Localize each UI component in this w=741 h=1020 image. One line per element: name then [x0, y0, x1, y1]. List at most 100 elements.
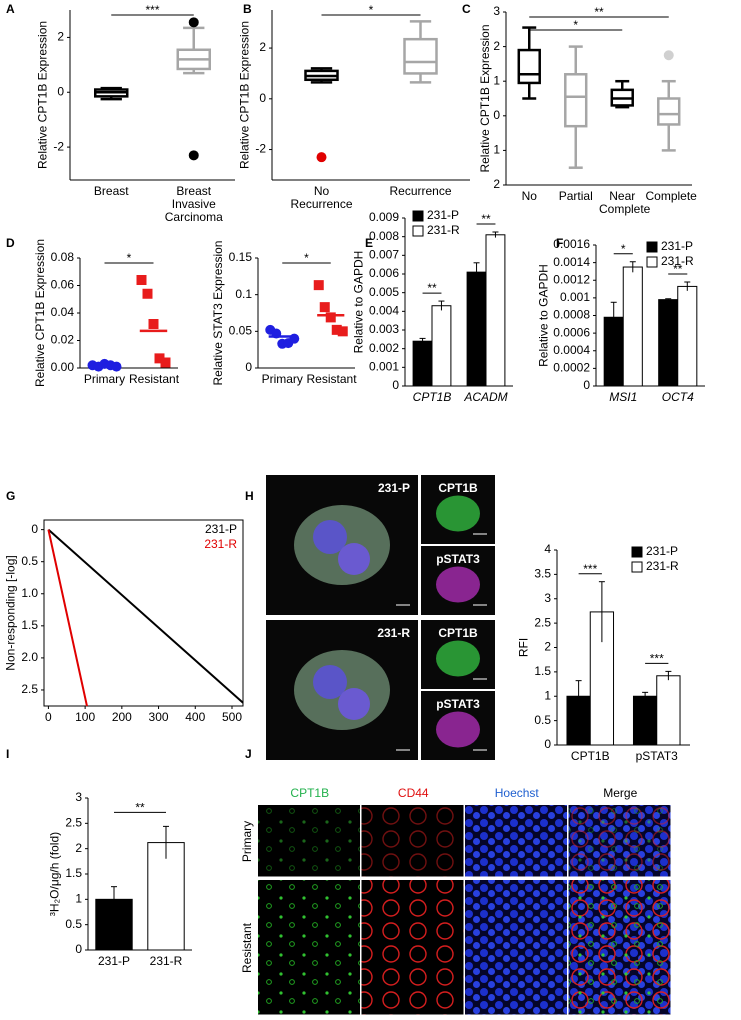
- nucleus: [313, 520, 347, 554]
- panel-letter: H: [245, 489, 254, 503]
- y-tick-label: 2.5: [534, 615, 551, 629]
- y-tick-label: 0: [245, 360, 252, 374]
- x-tick-label: Primary: [261, 372, 303, 386]
- y-tick-label: 2: [259, 40, 266, 54]
- significance-label: **: [673, 262, 683, 276]
- y-tick-label: 0.006: [369, 266, 399, 280]
- panel-letter: D: [6, 236, 15, 250]
- y-tick-label: 4: [544, 542, 551, 556]
- stain: [361, 880, 464, 1015]
- bar: [412, 340, 433, 387]
- x-tick-label: 0: [45, 710, 52, 724]
- x-tick-label: ACADM: [464, 390, 508, 404]
- significance-label: ***: [145, 3, 159, 17]
- legend-label: 231-P: [427, 208, 459, 222]
- x-tick-label: 200: [112, 710, 132, 724]
- stain: [361, 805, 464, 877]
- y-tick-label: 0: [31, 522, 38, 536]
- y-tick-label: 0.001: [369, 360, 399, 374]
- y-tick-label: -2: [53, 139, 64, 153]
- box: [517, 48, 541, 85]
- x-tick-label: Complete: [645, 189, 697, 203]
- y-tick-label: 0.002: [369, 341, 399, 355]
- column-label: CD44: [398, 786, 429, 800]
- bar: [656, 675, 681, 746]
- y-axis-label: Relative CPT1B Expression: [478, 24, 492, 172]
- cell-stain: [436, 640, 480, 677]
- panel-letter: I: [6, 747, 9, 761]
- point: [331, 324, 342, 335]
- y-axis-label: ³H₂O/μg/h (fold): [47, 832, 61, 916]
- image-label: 231-P: [378, 481, 410, 495]
- legend-label: 231-P: [661, 239, 693, 253]
- y-tick-label: 0.0006: [553, 325, 590, 339]
- x-tick-label: 231-P: [97, 954, 131, 968]
- x-tick-label: MSI1: [609, 390, 638, 404]
- y-tick-label: 0.5: [65, 917, 82, 931]
- y-axis-label: Relative CPT1B Expression: [238, 21, 252, 169]
- y-tick-label: 0: [493, 108, 500, 122]
- x-tick-label: Breast: [93, 184, 129, 198]
- x-tick-label: Recurrence: [389, 184, 452, 198]
- y-tick-label: 0.007: [369, 248, 399, 262]
- panel-letter: E: [365, 236, 373, 250]
- y-tick-label: 0.004: [369, 304, 399, 318]
- x-tick-label: No: [521, 189, 537, 203]
- bar: [431, 305, 452, 387]
- y-axis-label: Relative CPT1B Expression: [36, 21, 50, 169]
- bar: [677, 285, 698, 387]
- x-tick-label: Partial: [558, 189, 593, 203]
- legend-label: 231-R: [427, 223, 460, 237]
- y-tick-label: 2: [493, 39, 500, 53]
- box: [564, 73, 588, 128]
- y-tick-label: 0.02: [51, 333, 75, 347]
- legend-label: 231-R: [661, 254, 694, 268]
- y-tick-label: 0.00: [51, 360, 75, 374]
- x-tick-label: 400: [185, 710, 205, 724]
- point: [160, 357, 171, 368]
- significance-label: *: [304, 251, 309, 265]
- legend-swatch: [412, 225, 424, 237]
- column-label: Hoechst: [495, 786, 540, 800]
- legend-label: 231-P: [205, 522, 237, 536]
- point: [289, 333, 300, 344]
- y-tick-label: 0.0004: [553, 343, 590, 357]
- y-tick-label: 2.5: [65, 816, 82, 830]
- x-tick-label: Near Complete: [599, 189, 651, 216]
- significance-label: **: [481, 212, 491, 226]
- outlier: [188, 17, 199, 28]
- y-tick-label: 0.5: [21, 554, 38, 568]
- significance-label: *: [369, 3, 374, 17]
- y-axis-label: Relative to GAPDH: [352, 251, 366, 354]
- x-tick-label: OCT4: [661, 390, 694, 404]
- line: [47, 528, 244, 704]
- y-tick-label: 0: [75, 942, 82, 956]
- significance-label: *: [573, 18, 578, 32]
- y-tick-label: 0.009: [369, 210, 399, 224]
- box: [657, 97, 681, 126]
- y-axis-label: RFI: [516, 638, 530, 657]
- box: [403, 37, 438, 75]
- x-tick-label: Breast Invasive Carcinoma: [164, 184, 223, 224]
- y-tick-label: 0.001: [560, 290, 590, 304]
- legend-swatch: [631, 561, 643, 573]
- stain: [465, 805, 567, 877]
- point: [154, 353, 165, 364]
- x-tick-label: 231-R: [149, 954, 183, 968]
- bar: [622, 266, 643, 387]
- significance-label: **: [135, 801, 145, 815]
- y-tick-label: 0.1: [235, 287, 252, 301]
- x-tick-label: CPT1B: [570, 749, 610, 763]
- row-label: Resistant: [240, 922, 254, 973]
- x-tick-label: 100: [75, 710, 95, 724]
- image-label: CPT1B: [438, 626, 478, 640]
- outlier: [316, 152, 327, 163]
- significance-label: *: [127, 251, 132, 265]
- y-tick-label: 3: [544, 591, 551, 605]
- panel-letter: B: [243, 2, 252, 16]
- point: [319, 302, 330, 313]
- point: [136, 275, 147, 285]
- panel-letter: J: [245, 747, 252, 761]
- y-tick-label: 0.008: [369, 229, 399, 243]
